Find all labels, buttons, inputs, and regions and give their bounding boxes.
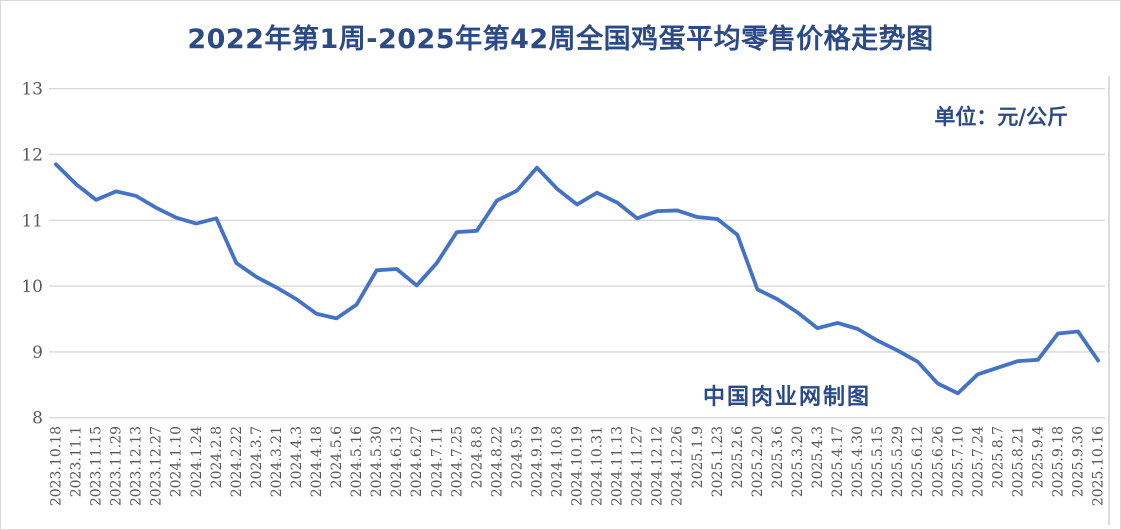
x-axis-tick-label: 2025.3.20 [790, 426, 806, 497]
x-axis-tick-label: 2023.11.15 [89, 426, 105, 506]
x-axis-tick-label: 2025.4.30 [850, 426, 866, 497]
x-axis-tick-label: 2024.2.8 [209, 426, 225, 488]
x-axis-tick-label: 2024.3.7 [249, 426, 265, 488]
x-axis-tick-label: 2025.8.7 [990, 426, 1006, 488]
x-axis-tick-label: 2025.7.10 [950, 426, 966, 497]
x-axis-tick-label: 2024.2.22 [229, 426, 245, 497]
x-axis-tick-label: 2025.8.21 [1010, 426, 1026, 497]
x-axis-tick-label: 2025.2.6 [730, 426, 746, 488]
x-axis-tick-label: 2024.5.30 [369, 426, 385, 497]
price-line [54, 162, 1100, 396]
x-axis-tick-label: 2025.1.23 [710, 426, 726, 497]
x-axis-tick-label: 2023.12.13 [129, 426, 145, 506]
x-axis-tick-label: 2024.10.31 [590, 426, 606, 506]
x-axis-tick-label: 2025.7.24 [970, 426, 986, 497]
unit-label: 单位：元/公斤 [934, 105, 1068, 129]
y-axis-tick-label: 10 [21, 277, 43, 297]
x-axis-tick-label: 2025.3.6 [770, 426, 786, 488]
x-axis-tick-label: 2024.6.27 [409, 426, 425, 497]
x-axis-tick-label: 2024.11.27 [630, 426, 646, 506]
x-axis-tick-label: 2024.5.6 [329, 426, 345, 488]
x-axis-tick-label: 2024.1.24 [189, 426, 205, 497]
x-axis-tick-label: 2024.7.25 [449, 426, 465, 497]
y-axis-tick-label: 11 [21, 211, 43, 231]
x-axis-tick-label: 2025.5.15 [870, 426, 886, 497]
x-axis-tick-label: 2025.5.29 [890, 426, 906, 497]
x-axis-tick-label: 2024.10.19 [570, 426, 586, 506]
x-axis-tick-label: 2023.12.27 [149, 426, 165, 506]
y-axis-tick-label: 13 [21, 80, 43, 100]
chart-title: 2022年第1周-2025年第42周全国鸡蛋平均零售价格走势图 [187, 24, 934, 55]
x-axis-tick-label: 2025.2.20 [750, 426, 766, 497]
x-axis-tick-label: 2025.9.4 [1030, 426, 1046, 488]
x-axis-tick-label: 2024.8.8 [469, 426, 485, 488]
x-axis-tick-label: 2023.11.1 [69, 426, 85, 497]
x-axis-tick-label: 2024.10.8 [550, 426, 566, 497]
y-axis-tick-label: 8 [32, 409, 43, 429]
x-axis-tick-label: 2023.10.18 [49, 426, 65, 506]
x-axis-tick-label: 2024.4.18 [309, 426, 325, 497]
watermark: 中国肉业网制图 [703, 385, 872, 410]
x-axis-tick-label: 2024.1.10 [169, 426, 185, 497]
x-axis-tick-label: 2024.11.13 [610, 426, 626, 506]
x-axis-tick-label: 2025.6.12 [910, 426, 926, 497]
x-axis-tick-label: 2024.7.11 [429, 426, 445, 497]
x-axis-tick-label: 2024.9.19 [529, 426, 545, 497]
y-axis-tick-label: 9 [32, 343, 43, 363]
x-axis-tick-label: 2024.12.26 [670, 426, 686, 506]
x-axis-tick-label: 2024.3.21 [269, 426, 285, 497]
x-axis-tick-label: 2025.10.16 [1091, 426, 1107, 506]
x-axis-tick-label: 2025.4.3 [810, 426, 826, 488]
y-axis-tick-label: 12 [21, 146, 43, 166]
x-axis-tick-label: 2025.9.18 [1051, 426, 1067, 497]
x-axis-tick-label: 2025.6.26 [930, 426, 946, 497]
x-axis-tick-label: 2025.4.17 [830, 426, 846, 497]
x-axis-tick-label: 2024.4.3 [289, 426, 305, 488]
x-axis-tick-label: 2025.9.30 [1071, 426, 1087, 497]
x-axis-tick-label: 2024.5.16 [349, 426, 365, 497]
x-axis-tick-label: 2024.6.13 [389, 426, 405, 497]
x-axis-tick-label: 2024.8.22 [489, 426, 505, 497]
x-axis-tick-label: 2024.12.12 [650, 426, 666, 506]
x-axis-tick-label: 2025.1.9 [690, 426, 706, 488]
x-axis-tick-label: 2024.9.5 [509, 426, 525, 488]
x-axis-tick-label: 2023.11.29 [109, 426, 125, 506]
